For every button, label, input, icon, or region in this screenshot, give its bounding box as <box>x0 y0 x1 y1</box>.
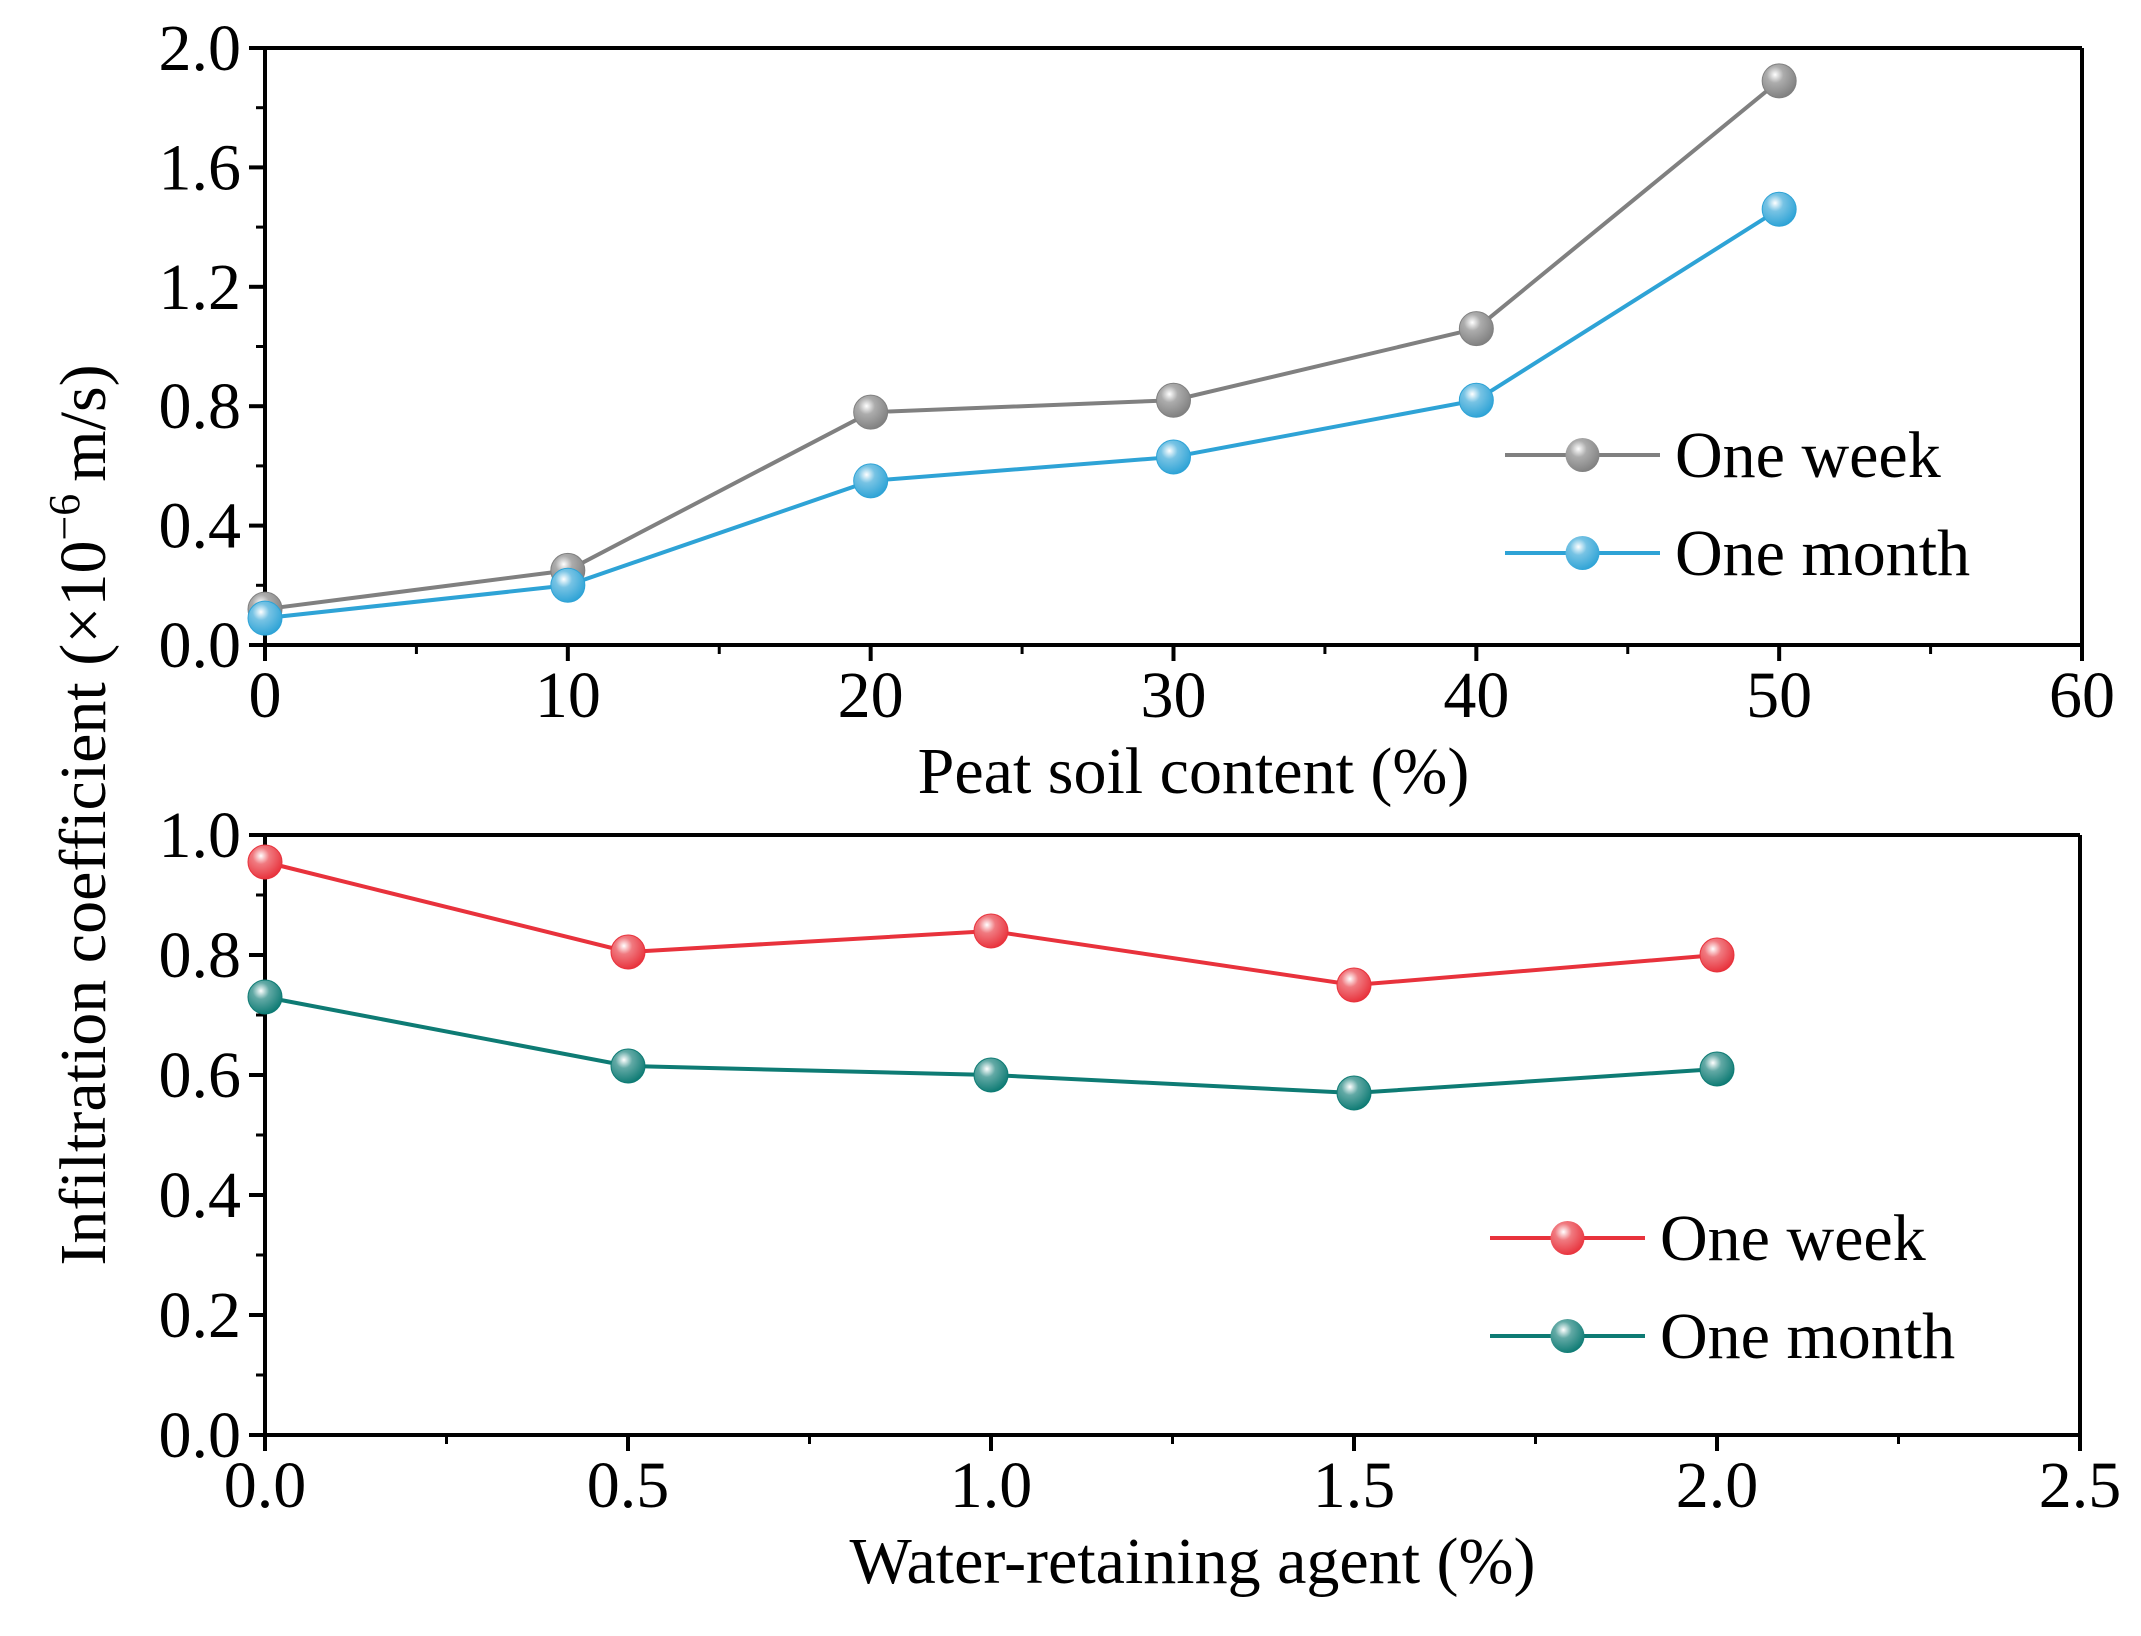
data-point <box>610 934 646 970</box>
legend-item: One week <box>1505 419 1941 492</box>
series-one-month <box>247 979 1735 1111</box>
series-line <box>264 79 1781 612</box>
x-tick-label: 0.5 <box>587 1449 670 1522</box>
y-tick-label: 1.6 <box>159 131 242 204</box>
data-point <box>1761 63 1797 99</box>
y-tick-label: 2.0 <box>159 12 242 85</box>
y-tick-label: 1.0 <box>159 799 242 872</box>
x-tick-label: 2.5 <box>2039 1449 2122 1522</box>
legend-item: One week <box>1490 1202 1926 1275</box>
legend-marker <box>1565 438 1600 472</box>
legend-label: One month <box>1675 517 1970 590</box>
data-point <box>1156 439 1191 475</box>
data-point <box>853 463 889 499</box>
legend-label: One week <box>1675 419 1941 492</box>
data-point <box>247 844 283 880</box>
x-tick-label: 1.5 <box>1313 1449 1396 1522</box>
y-tick-label: 1.2 <box>159 251 242 324</box>
y-axis-label-exponent: −6 <box>40 494 89 541</box>
x-tick-label: 0 <box>249 659 282 732</box>
series-one-week <box>247 844 1735 1003</box>
y-tick-label: 0.4 <box>159 1159 242 1232</box>
x-axis-label: Peat soil content (%) <box>918 735 1470 808</box>
data-point <box>1458 382 1494 418</box>
series-line <box>264 207 1781 621</box>
data-point <box>973 913 1009 949</box>
data-point <box>853 394 889 430</box>
x-tick-label: 50 <box>1746 659 1812 732</box>
legend-label: One week <box>1660 1202 1926 1275</box>
y-tick-label: 0.0 <box>159 1399 242 1472</box>
data-point <box>1336 967 1372 1003</box>
y-tick-label: 0.6 <box>159 1039 242 1112</box>
data-point <box>247 600 283 636</box>
x-tick-label: 40 <box>1443 659 1509 732</box>
data-point <box>1336 1075 1372 1111</box>
y-tick-label: 0.2 <box>159 1279 242 1352</box>
legend-marker <box>1565 536 1600 570</box>
y-axis-label-unit: m/s) <box>47 364 120 481</box>
x-tick-label: 1.0 <box>950 1449 1033 1522</box>
legend-marker <box>1550 1319 1585 1353</box>
shared-y-axis-label: Infiltration coefficient (×10−6m/s) <box>40 364 120 1265</box>
chart-water-retaining-agent: 0.0 0.5 1.0 1.5 2.0 2.50.00.20.40.60.81.0Wate… <box>159 799 2122 1598</box>
data-point <box>1156 382 1191 418</box>
y-tick-label: 0.4 <box>159 490 242 563</box>
data-point <box>610 1048 646 1084</box>
x-tick-label: 30 <box>1141 659 1207 732</box>
legend-marker <box>1550 1221 1585 1255</box>
data-point <box>247 979 283 1015</box>
x-tick-label: 10 <box>535 659 601 732</box>
chart-peat-soil: 0 10 20 30 40 50 60 0.0 0.4 0.8 1.2 1.6 2.0 Peat soil… <box>159 12 2116 808</box>
data-point <box>1458 311 1494 347</box>
x-axis-label: Water-retaining agent (%) <box>849 1525 1535 1598</box>
y-tick-label: 0.0 <box>159 609 242 682</box>
legend-label: One month <box>1660 1300 1955 1373</box>
x-tick-label: 2.0 <box>1676 1449 1759 1522</box>
legend-item: One month <box>1505 517 1970 590</box>
y-tick-label: 0.8 <box>159 370 242 443</box>
data-point <box>1761 191 1797 227</box>
x-tick-label: 0.0 <box>224 1449 307 1522</box>
x-tick-label: 20 <box>838 659 904 732</box>
series-one-month <box>247 191 1797 636</box>
y-tick-label: 0.8 <box>159 919 242 992</box>
data-point <box>973 1057 1009 1093</box>
data-point <box>1699 937 1735 973</box>
data-point <box>550 567 586 603</box>
x-tick-label: 60 <box>2049 659 2115 732</box>
data-point <box>1699 1051 1735 1087</box>
legend-item: One month <box>1490 1300 1955 1373</box>
